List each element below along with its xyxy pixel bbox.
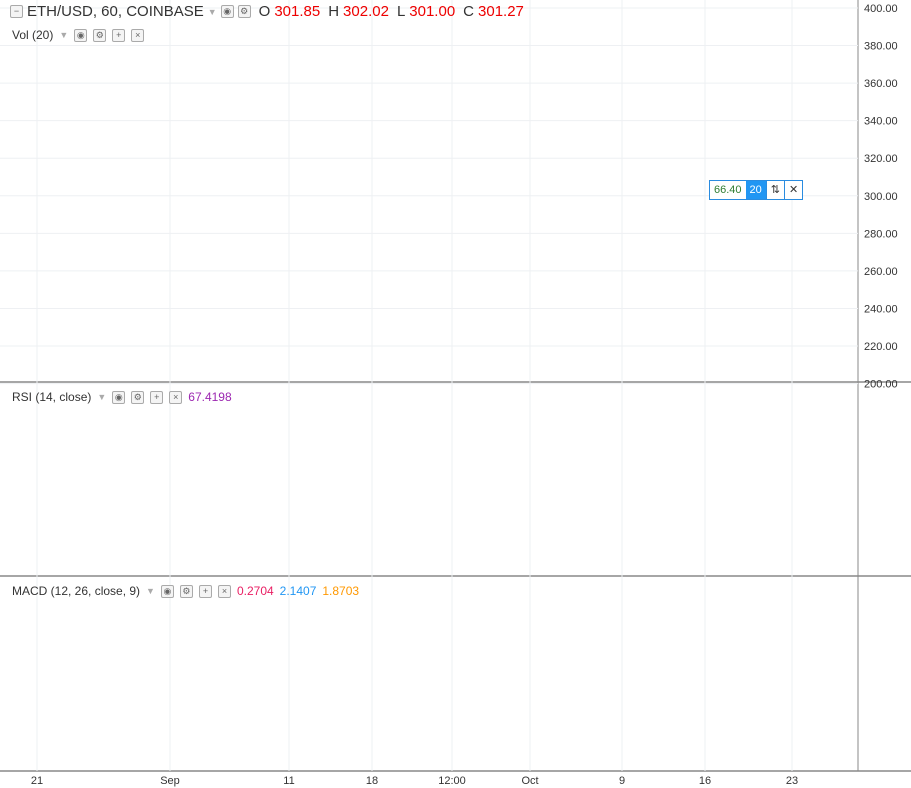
settings-icon[interactable]: ⚙ bbox=[237, 5, 251, 18]
macd-label: MACD (12, 26, close, 9) bbox=[12, 584, 141, 598]
price-tick-label: 320.00 bbox=[864, 153, 898, 165]
x-tick-label: 18 bbox=[366, 775, 378, 787]
price-tick-label: 400.00 bbox=[864, 3, 898, 15]
price-tick-label: 220.00 bbox=[864, 341, 898, 353]
order-price[interactable]: 66.40 bbox=[714, 184, 742, 196]
high-label: H bbox=[328, 3, 340, 20]
low-value: 301.00 bbox=[409, 3, 456, 20]
chevron-down-icon[interactable]: ▼ bbox=[207, 6, 217, 17]
updown-icon[interactable]: ⇅ bbox=[765, 181, 784, 199]
x-tick-label: Sep bbox=[160, 775, 180, 787]
eye-icon[interactable]: ◉ bbox=[112, 390, 126, 404]
add-icon[interactable]: + bbox=[198, 584, 212, 598]
eye-icon[interactable]: ◉ bbox=[160, 584, 174, 598]
x-tick-label: 11 bbox=[283, 775, 294, 787]
rsi-legend: RSI (14, close) ▼ ◉ ⚙ + × 67.4198 bbox=[12, 390, 232, 404]
price-tick-label: 280.00 bbox=[864, 228, 898, 240]
open-label: O bbox=[258, 3, 271, 20]
add-icon[interactable]: + bbox=[112, 28, 126, 42]
x-tick-label: 12:00 bbox=[438, 775, 466, 787]
close-label: C bbox=[463, 3, 475, 20]
price-tick-label: 340.00 bbox=[864, 116, 898, 128]
macd-hist-value: 0.2704 bbox=[236, 584, 274, 598]
x-tick-label: 23 bbox=[786, 775, 798, 787]
settings-icon[interactable]: ⚙ bbox=[179, 584, 193, 598]
price-tick-label: 360.00 bbox=[864, 78, 898, 90]
macd-signal-value: 1.8703 bbox=[322, 584, 360, 598]
settings-icon[interactable]: ⚙ bbox=[93, 28, 107, 42]
price-tick-label: 300.00 bbox=[864, 191, 898, 203]
low-label: L bbox=[396, 3, 406, 20]
vol-legend: Vol (20) ▼ ◉ ⚙ + × bbox=[12, 28, 145, 42]
x-tick-label: 16 bbox=[699, 775, 711, 787]
rsi-label: RSI (14, close) bbox=[12, 390, 92, 404]
chevron-down-icon[interactable]: ▼ bbox=[59, 30, 69, 40]
chevron-down-icon[interactable]: ▼ bbox=[97, 392, 107, 402]
price-tick-label: 240.00 bbox=[864, 303, 898, 315]
x-tick-label: Oct bbox=[521, 775, 538, 787]
high-value: 302.02 bbox=[343, 3, 389, 20]
eye-icon[interactable]: ◉ bbox=[220, 5, 234, 18]
close-icon[interactable]: × bbox=[217, 584, 231, 598]
x-tick-label: 21 bbox=[31, 775, 43, 787]
symbol-title[interactable]: ETH/USD, 60, COINBASE bbox=[27, 3, 204, 20]
eye-icon[interactable]: ◉ bbox=[74, 28, 88, 42]
close-icon[interactable]: × bbox=[169, 390, 183, 404]
x-tick-label: 9 bbox=[619, 775, 625, 787]
open-value: 301.85 bbox=[274, 3, 321, 20]
rsi-value: 67.4198 bbox=[188, 390, 232, 404]
add-icon[interactable]: + bbox=[150, 390, 164, 404]
vol-label: Vol (20) bbox=[12, 28, 54, 42]
order-qty[interactable]: 20 bbox=[745, 181, 766, 199]
close-icon[interactable]: ✕ bbox=[784, 181, 802, 199]
close-icon[interactable]: × bbox=[131, 28, 145, 42]
macd-line-value: 2.1407 bbox=[279, 584, 317, 598]
price-tick-label: 260.00 bbox=[864, 266, 898, 278]
chevron-down-icon[interactable]: ▼ bbox=[146, 586, 155, 596]
price-tick-label: 200.00 bbox=[864, 379, 898, 391]
macd-legend: MACD (12, 26, close, 9) ▼ ◉ ⚙ + × 0.2704… bbox=[12, 584, 359, 598]
order-ticket[interactable]: 66.40 20 ⇅ ✕ bbox=[709, 180, 804, 200]
price-tick-label: 380.00 bbox=[864, 41, 898, 53]
settings-icon[interactable]: ⚙ bbox=[131, 390, 145, 404]
collapse-icon[interactable]: − bbox=[10, 5, 23, 18]
close-value: 301.27 bbox=[478, 3, 524, 20]
